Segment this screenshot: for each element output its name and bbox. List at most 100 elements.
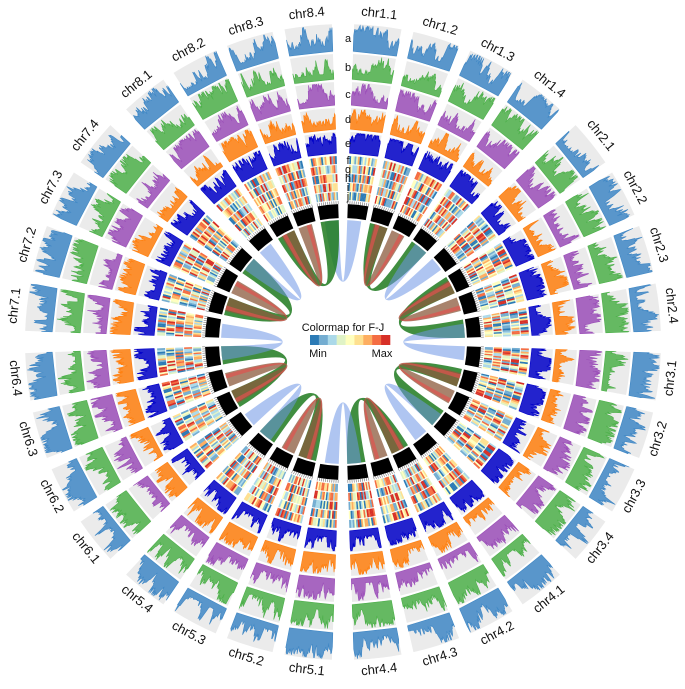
track-letter-e: e	[345, 138, 351, 150]
ideogram-tick	[398, 213, 399, 216]
ideogram-tick	[208, 301, 211, 302]
ideogram-tick	[409, 218, 410, 221]
ideogram-tick	[452, 427, 454, 429]
ideogram-tick	[253, 448, 255, 450]
ideogram-tick	[477, 309, 480, 310]
ideogram-tick	[400, 214, 401, 217]
ideogram-tick	[304, 207, 305, 210]
ideogram-tick	[319, 478, 320, 481]
ideogram-tick	[472, 390, 475, 391]
ideogram-tick	[283, 467, 284, 470]
ideogram-tick	[294, 471, 295, 474]
ideogram-tick	[240, 246, 242, 248]
ideogram-tick	[219, 408, 222, 409]
ideogram-tick	[211, 293, 214, 294]
ideogram-tick	[429, 450, 431, 452]
ideogram-tick	[300, 208, 301, 211]
ideogram-tick	[469, 399, 472, 400]
ideogram-tick	[217, 405, 220, 406]
ideogram-tick	[275, 218, 276, 221]
ideogram-tick	[237, 433, 239, 435]
ideogram-tick	[479, 365, 482, 366]
ideogram-tick	[451, 428, 453, 430]
ideogram-tick	[214, 397, 217, 398]
ideogram-tick	[376, 476, 377, 479]
ideogram-tick	[250, 446, 252, 448]
heatmap-cell	[157, 348, 165, 350]
ideogram-tick	[310, 205, 311, 208]
chromosome-label: chr1.1	[361, 4, 399, 23]
ideogram-tick	[229, 259, 231, 261]
ideogram-tick	[378, 476, 379, 479]
ideogram-tick	[424, 453, 426, 455]
ideogram-tick	[258, 452, 260, 454]
ideogram-tick	[206, 373, 209, 374]
ideogram-tick	[382, 474, 383, 477]
ideogram-tick	[469, 286, 472, 287]
ideogram-tick	[426, 452, 428, 454]
ideogram-tick	[368, 478, 369, 481]
ideogram-tick	[236, 431, 238, 433]
ideogram-tick	[384, 474, 385, 477]
ideogram-tick	[227, 420, 229, 422]
ideogram-tick	[270, 460, 272, 463]
ideogram-tick	[247, 443, 249, 445]
ideogram-tick	[436, 444, 438, 446]
ideogram-tick	[206, 311, 209, 312]
ideogram-tick	[285, 214, 286, 217]
ideogram-tick	[473, 295, 476, 296]
ideogram-tick	[306, 206, 307, 209]
ideogram-tick	[221, 270, 224, 272]
ideogram-tick	[400, 468, 401, 471]
ideogram-tick	[292, 470, 293, 473]
colormap-cell	[319, 335, 328, 345]
colormap-cell	[372, 335, 381, 345]
ideogram-tick	[279, 465, 280, 468]
ideogram-tick	[411, 462, 412, 465]
ideogram-tick	[444, 246, 446, 248]
ideogram-tick	[454, 423, 456, 425]
heatmap-cell	[166, 348, 174, 350]
ideogram-tick	[216, 282, 219, 283]
ideogram-segment	[205, 346, 221, 367]
ideogram-tick	[477, 307, 480, 308]
ideogram-tick	[398, 468, 399, 471]
ideogram-tick	[300, 473, 301, 476]
ideogram-tick	[380, 206, 381, 209]
colormap-legend: Colormap for F-J Min Max	[302, 322, 393, 360]
ideogram-tick	[263, 456, 265, 458]
ideogram-tick	[393, 211, 394, 214]
ideogram-tick	[479, 316, 482, 317]
ideogram-tick	[208, 381, 211, 382]
ideogram-tick	[474, 385, 477, 386]
ideogram-tick	[462, 270, 465, 272]
ideogram-tick	[393, 470, 394, 473]
ideogram-tick	[431, 233, 433, 235]
ideogram-tick	[415, 222, 417, 225]
colormap-cell	[328, 335, 337, 345]
ideogram-tick	[273, 219, 274, 222]
ideogram-tick	[404, 215, 405, 218]
ideogram-tick	[204, 316, 207, 317]
ideogram-tick	[312, 477, 313, 480]
ideogram-tick	[257, 451, 259, 453]
ideogram-tick	[461, 269, 464, 271]
ideogram-segment	[465, 346, 481, 367]
ideogram-tick	[445, 247, 447, 249]
ideogram-tick	[451, 254, 453, 256]
ideogram-tick	[258, 229, 260, 231]
ideogram-tick	[473, 388, 476, 389]
ideogram-tick	[312, 205, 313, 208]
ideogram-tick	[423, 227, 425, 229]
ideogram-tick	[207, 377, 210, 378]
ideogram-tick	[466, 405, 469, 406]
chromosome-label: chr8.3	[226, 13, 265, 38]
ideogram-tick	[212, 291, 215, 292]
ideogram-tick	[424, 228, 426, 230]
ideogram-tick	[465, 276, 468, 277]
ideogram-tick	[469, 397, 472, 398]
ideogram-tick	[248, 444, 250, 446]
ideogram-tick	[386, 473, 387, 476]
ideogram-tick	[294, 210, 295, 213]
